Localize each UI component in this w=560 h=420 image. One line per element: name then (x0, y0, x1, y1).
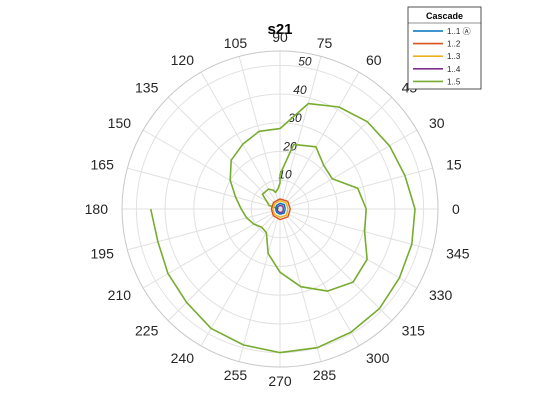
angular-tick-label: 60 (366, 52, 382, 68)
angular-tick-label: 285 (313, 367, 337, 383)
angular-grid-spoke (200, 208, 281, 347)
angular-tick-label: 90 (272, 29, 288, 45)
legend-entry-label: 1..1 Ⓐ (447, 27, 471, 36)
radial-tick-label: 30 (288, 111, 302, 125)
legend-entry[interactable]: 1..1 Ⓐ (413, 27, 471, 36)
angular-tick-label: 105 (224, 35, 248, 51)
angular-grid-spoke (279, 56, 322, 210)
angular-tick-label: 165 (91, 156, 115, 172)
angular-tick-label: 345 (446, 246, 470, 262)
angular-tick-label: 225 (135, 323, 159, 339)
angular-grid-spoke (142, 129, 281, 210)
angular-tick-label: 330 (429, 287, 453, 303)
radial-tick-label: 20 (282, 139, 297, 153)
angular-tick-label: 135 (135, 79, 159, 95)
legend-entry-label: 1..2 (447, 40, 461, 49)
legend-title: Cascade (426, 11, 463, 21)
angular-grid-spoke (279, 71, 360, 210)
angular-grid-spoke (279, 208, 360, 347)
series-line-2 (270, 198, 291, 221)
angular-tick-label: 0 (452, 201, 460, 217)
series-line-4 (276, 204, 285, 214)
angular-grid-spoke (279, 208, 393, 322)
legend[interactable]: Cascade 1..1 Ⓐ 1..2 1..3 1..4 1..5 (407, 6, 482, 90)
angular-tick-label: 150 (108, 115, 132, 131)
angular-tick-label: 270 (268, 373, 292, 389)
angular-tick-label: 300 (366, 350, 390, 366)
angular-tick-label: 315 (402, 323, 426, 339)
legend-entry[interactable]: 1..5 (413, 77, 461, 86)
series-line-5 (149, 102, 416, 354)
angular-grid-spoke (127, 208, 281, 251)
legend-entry[interactable]: 1..4 (413, 65, 461, 74)
angular-grid (122, 51, 438, 367)
polar-axes-outline (121, 50, 439, 368)
legend-entry[interactable]: 1..2 (413, 40, 461, 49)
legend-box (407, 6, 482, 90)
radial-tick-label: 50 (298, 55, 312, 69)
angular-tick-label: 210 (108, 287, 132, 303)
angular-grid-spoke (279, 167, 433, 210)
angular-grid-spoke (200, 71, 281, 210)
angular-grid-spoke (127, 167, 281, 210)
angular-grid-spoke (279, 208, 322, 362)
legend-entry-label: 1..3 (447, 52, 461, 61)
angular-tick-label: 75 (317, 35, 333, 51)
angular-grid-spoke (238, 56, 281, 210)
angular-grid-spoke (279, 208, 433, 251)
legend-entry[interactable]: 1..3 (413, 52, 461, 61)
series-line-1 (275, 202, 286, 215)
angular-tick-label: 120 (171, 52, 195, 68)
series-line-3 (272, 199, 289, 219)
angular-grid-spoke (238, 208, 281, 362)
legend-entries[interactable]: 1..1 Ⓐ 1..2 1..3 1..4 1..5 (413, 27, 471, 86)
angular-tick-label: 255 (224, 367, 248, 383)
series-layer (149, 102, 416, 354)
radial-tick-label: 40 (293, 83, 307, 97)
angular-tick-label: 195 (91, 246, 115, 262)
angular-grid-spoke (279, 208, 418, 289)
chart-title: s21 (267, 21, 292, 38)
angular-grid-spoke (142, 208, 281, 289)
angular-tick-label: 180 (85, 201, 109, 217)
angular-tick-label: 15 (446, 156, 462, 172)
angular-grid-spoke (167, 96, 281, 210)
legend-entry-label: 1..4 (447, 65, 461, 74)
angular-grid-spoke (279, 96, 393, 210)
angular-tick-label: 240 (171, 350, 195, 366)
angular-grid-spoke (279, 129, 418, 210)
legend-entry-label: 1..5 (447, 77, 461, 86)
angular-tick-label: 30 (429, 115, 445, 131)
